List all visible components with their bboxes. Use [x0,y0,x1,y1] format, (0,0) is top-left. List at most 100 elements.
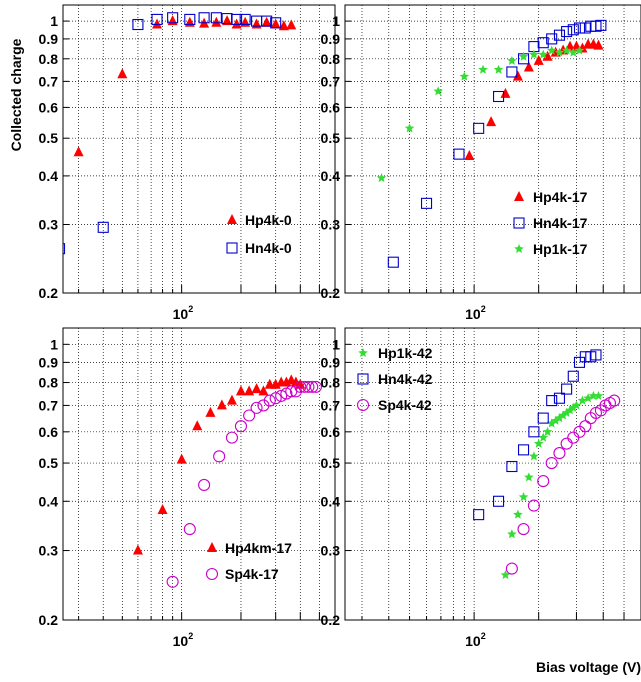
series-Hp4k-0 [73,15,297,157]
y-tick-label: 0.8 [39,51,59,67]
y-tick-label: 0.6 [321,99,341,115]
data-point [517,523,530,536]
data-point [573,22,586,34]
data-point [152,18,163,29]
legend-marker [207,542,217,552]
legend-marker [205,567,219,581]
data-point [167,15,178,26]
data-point [263,394,276,407]
data-point [529,49,539,59]
data-point [234,420,248,433]
gridlines [345,5,641,293]
y-tick-label: 0.2 [39,285,59,301]
data-point [583,393,593,403]
data-point [486,116,497,127]
data-point [507,529,517,539]
series-Hp1k-42 [500,390,604,580]
data-point [561,45,572,55]
data-point [269,392,282,405]
y-tick-label: 0.7 [321,73,341,89]
data-point [243,409,256,422]
gridlines [63,5,335,293]
panel-top-right: 0.2 0.3 0.4 0.5 0.6 0.7 0.8 0.9 1 102 Hp4k-17 Hn4k-… [321,4,641,322]
data-point [558,410,568,420]
data-point [473,122,485,134]
data-point [608,394,621,407]
data-point [309,380,322,393]
data-point [518,51,529,61]
data-point [505,562,518,575]
data-point [500,87,511,98]
y-tick-label: 0.7 [321,397,341,413]
data-point [567,24,579,36]
data-point [590,349,602,361]
data-point [176,453,187,464]
y-tick-label: 0.7 [39,73,59,89]
plot-frame [344,4,641,294]
data-point [533,54,544,65]
data-point [528,426,540,438]
data-point [97,221,109,233]
data-point [493,495,505,507]
data-point [561,407,572,417]
data-point [546,45,557,55]
y-tick-label: 0.3 [321,217,341,233]
data-point [192,420,203,431]
series-Sp4k-42 [505,394,621,575]
data-point [211,16,222,27]
legend-marker [226,242,238,254]
data-point [453,148,465,160]
y-tick-label: 0.9 [39,31,59,47]
gridlines [63,328,335,620]
y-tick-label: 0.6 [39,99,59,115]
legend: Hp4km-17 Sp4k-17 [205,540,292,582]
y-tick-label: 0.5 [321,130,341,146]
data-point [473,509,485,521]
data-point [376,173,387,183]
data-point [523,61,534,72]
data-point [387,256,399,268]
data-point [537,475,550,488]
data-point [554,47,565,57]
y-tick-label: 0.5 [39,130,59,146]
panel-top-left: 0.2 0.3 0.4 0.5 0.6 0.7 0.8 0.9 1 102 Hp4k-0 Hn4k-0 [39,4,336,322]
plot-frame [62,327,336,621]
data-point [554,413,565,423]
data-point [210,12,222,24]
data-point [231,18,242,29]
series-Hn4k-42 [473,349,602,521]
data-point [546,418,557,428]
data-point [117,68,128,79]
data-point [506,66,518,78]
legend-label: Hn4k-42 [378,371,433,387]
data-point [226,394,237,405]
data-point [244,385,255,396]
data-point [507,55,517,65]
data-point [239,13,251,25]
y-tick-label: 0.3 [321,543,341,559]
data-point [433,86,443,96]
y-tick-label: 0.2 [321,285,341,301]
data-point [593,390,604,400]
data-point [546,33,558,45]
data-point [506,460,518,473]
data-point [278,20,289,31]
legend-label: Hp1k-17 [533,241,588,257]
data-point [275,389,288,402]
data-point [213,450,226,463]
series-Sp4k-17 [166,380,322,588]
data-point [222,15,233,26]
y-tick-label: 0.6 [39,424,59,440]
data-point [529,451,539,461]
legend-label: Sp4k-42 [378,397,432,413]
x-tick-label: 102 [465,304,486,322]
y-tick-label: 0.3 [39,217,59,233]
legend-marker [514,191,524,201]
legend-label: Hn4k-17 [533,215,588,231]
data-point [595,19,607,31]
plot-frame [344,327,641,621]
data-point [593,39,604,50]
data-point [553,447,566,460]
y-tick-label: 0.8 [39,375,59,391]
legend-label: Hp4km-17 [225,540,292,556]
